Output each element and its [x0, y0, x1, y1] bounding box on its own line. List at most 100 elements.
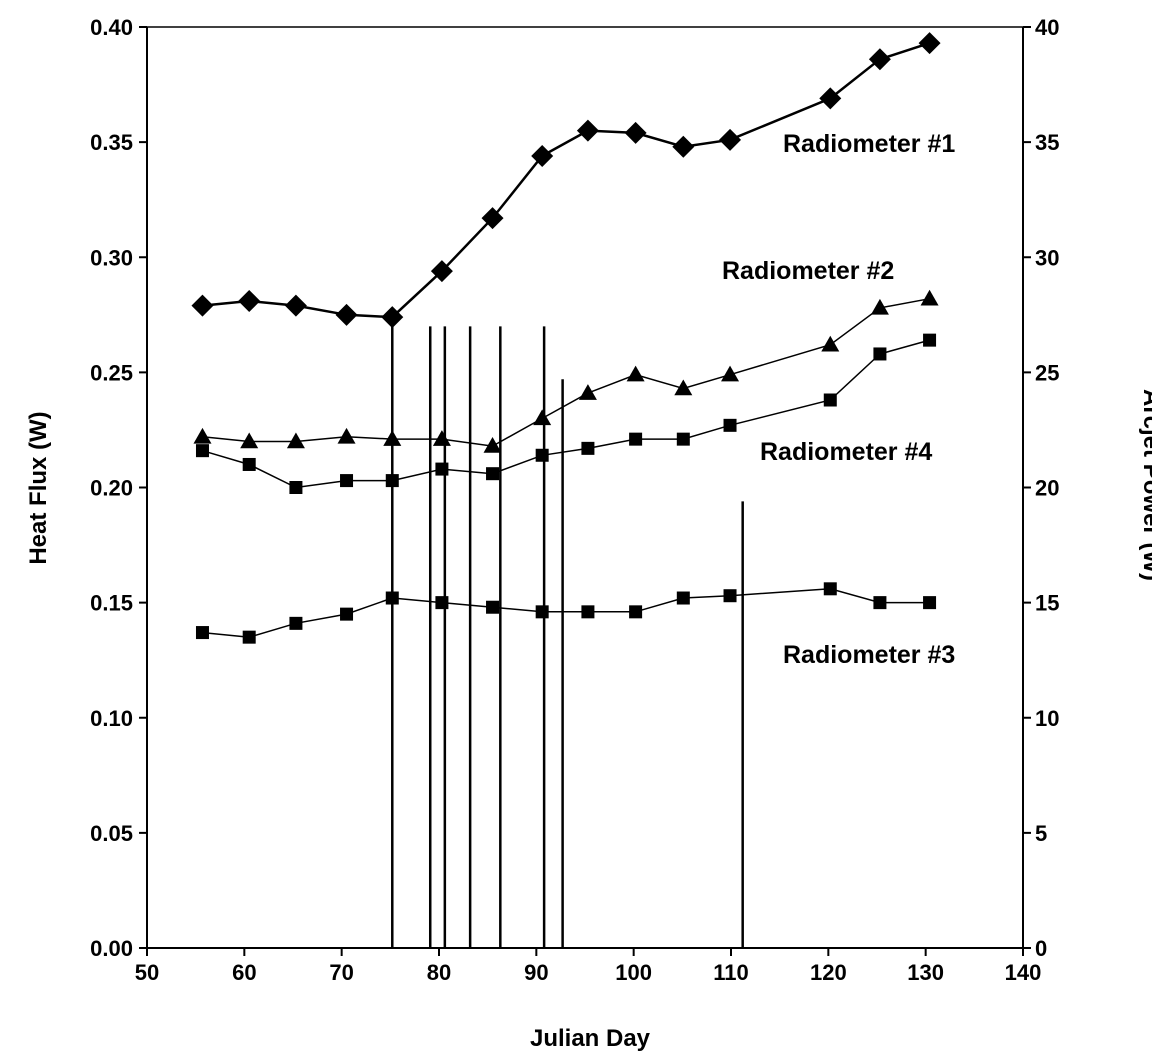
diamond-marker: [481, 207, 504, 230]
diamond-marker: [284, 294, 307, 317]
square-marker: [535, 448, 549, 462]
y-left-tick-label: 0.05: [90, 821, 133, 846]
square-marker: [486, 467, 500, 481]
y-left-tick-label: 0.25: [90, 360, 133, 385]
square-marker: [873, 347, 887, 361]
triangle-marker: [870, 298, 889, 315]
y-left-tick-label: 0.20: [90, 476, 133, 501]
square-marker: [823, 582, 837, 596]
diamond-marker: [672, 135, 695, 158]
diamond-marker: [624, 121, 647, 144]
square-marker: [242, 457, 256, 471]
triangle-marker: [721, 365, 740, 382]
triangle-marker: [578, 384, 597, 400]
x-tick-label: 90: [524, 960, 548, 985]
y-right-tick-label: 35: [1035, 130, 1059, 155]
y-left-tick-label: 0.40: [90, 15, 133, 40]
series-label-1: Radiometer #1: [783, 130, 955, 158]
square-marker: [340, 607, 354, 621]
diamond-marker: [576, 119, 599, 142]
triangle-marker: [432, 430, 451, 446]
y-right-tick-label: 0: [1035, 936, 1047, 961]
x-tick-label: 110: [713, 960, 749, 985]
triangle-marker: [337, 427, 356, 444]
square-marker: [195, 444, 209, 458]
x-tick-label: 140: [1005, 960, 1042, 985]
x-tick-label: 50: [135, 960, 159, 985]
arcjet-power-bars: [391, 326, 744, 948]
x-axis-title: Julian Day: [530, 1025, 651, 1052]
x-tick-label: 70: [329, 960, 353, 985]
y-right-tick-label: 20: [1035, 476, 1059, 501]
triangle-marker: [286, 432, 305, 449]
y-right-tick-label: 30: [1035, 245, 1059, 270]
diamond-marker: [191, 294, 214, 317]
diamond-marker: [868, 48, 891, 71]
diamond-marker: [335, 303, 358, 326]
square-marker: [823, 393, 837, 407]
square-marker: [581, 441, 595, 455]
y-right-tick-label: 25: [1035, 360, 1059, 385]
square-marker: [629, 605, 643, 619]
square-marker: [923, 596, 937, 610]
triangle-marker: [533, 409, 552, 426]
square-marker: [242, 630, 256, 644]
y-axis-left-title: Heat Flux (W): [25, 411, 52, 564]
x-tick-label: 120: [810, 960, 847, 985]
y-axis-right-title: Arcjet Power (W): [1138, 389, 1152, 581]
square-marker: [195, 626, 209, 640]
square-marker: [435, 462, 449, 476]
square-marker: [535, 605, 549, 619]
triangle-marker: [920, 289, 939, 306]
square-marker: [676, 432, 690, 446]
square-marker: [486, 600, 500, 614]
square-marker: [676, 591, 690, 605]
series-label-3: Radiometer #4: [760, 438, 932, 466]
square-marker: [340, 474, 354, 488]
square-marker: [723, 418, 737, 432]
series-line-2: [202, 297, 930, 447]
triangle-marker: [674, 379, 693, 396]
axes: 50 60 70 80 90 100 110 120 130 1400.000.050.100.1…: [90, 15, 1059, 985]
diamond-marker: [238, 289, 261, 312]
y-left-tick-label: 0.30: [90, 245, 133, 270]
diamond-marker: [430, 260, 453, 283]
square-marker: [289, 481, 303, 494]
triangle-marker: [483, 437, 502, 453]
diamond-marker: [719, 128, 742, 151]
square-marker: [385, 591, 399, 605]
y-right-tick-label: 40: [1035, 15, 1059, 40]
y-left-tick-label: 0.00: [90, 936, 133, 961]
diamond-marker: [819, 87, 842, 110]
diamond-marker: [381, 306, 404, 329]
diamond-marker: [918, 32, 941, 55]
x-tick-label: 80: [427, 960, 451, 985]
series-markers: [191, 32, 941, 644]
x-tick-label: 100: [615, 960, 652, 985]
square-marker: [723, 589, 737, 603]
x-tick-label: 130: [907, 960, 944, 985]
triangle-marker: [626, 365, 645, 382]
square-marker: [385, 474, 399, 488]
y-left-tick-label: 0.15: [90, 591, 133, 616]
square-marker: [289, 616, 303, 630]
square-marker: [581, 605, 595, 619]
square-marker: [923, 333, 937, 347]
square-marker: [435, 596, 449, 610]
y-left-tick-label: 0.10: [90, 706, 133, 731]
triangle-marker: [240, 432, 259, 449]
x-tick-label: 60: [232, 960, 256, 985]
y-right-tick-label: 10: [1035, 706, 1059, 731]
series-line-4: [202, 588, 930, 638]
series-label-4: Radiometer #3: [783, 641, 955, 669]
triangle-marker: [383, 430, 402, 446]
y-left-tick-label: 0.35: [90, 130, 133, 155]
series-label-2: Radiometer #2: [722, 257, 894, 285]
square-marker: [629, 432, 643, 446]
y-right-tick-label: 15: [1035, 591, 1059, 616]
diamond-marker: [531, 144, 554, 167]
square-marker: [873, 596, 887, 610]
y-right-tick-label: 5: [1035, 821, 1047, 846]
triangle-marker: [193, 427, 212, 444]
